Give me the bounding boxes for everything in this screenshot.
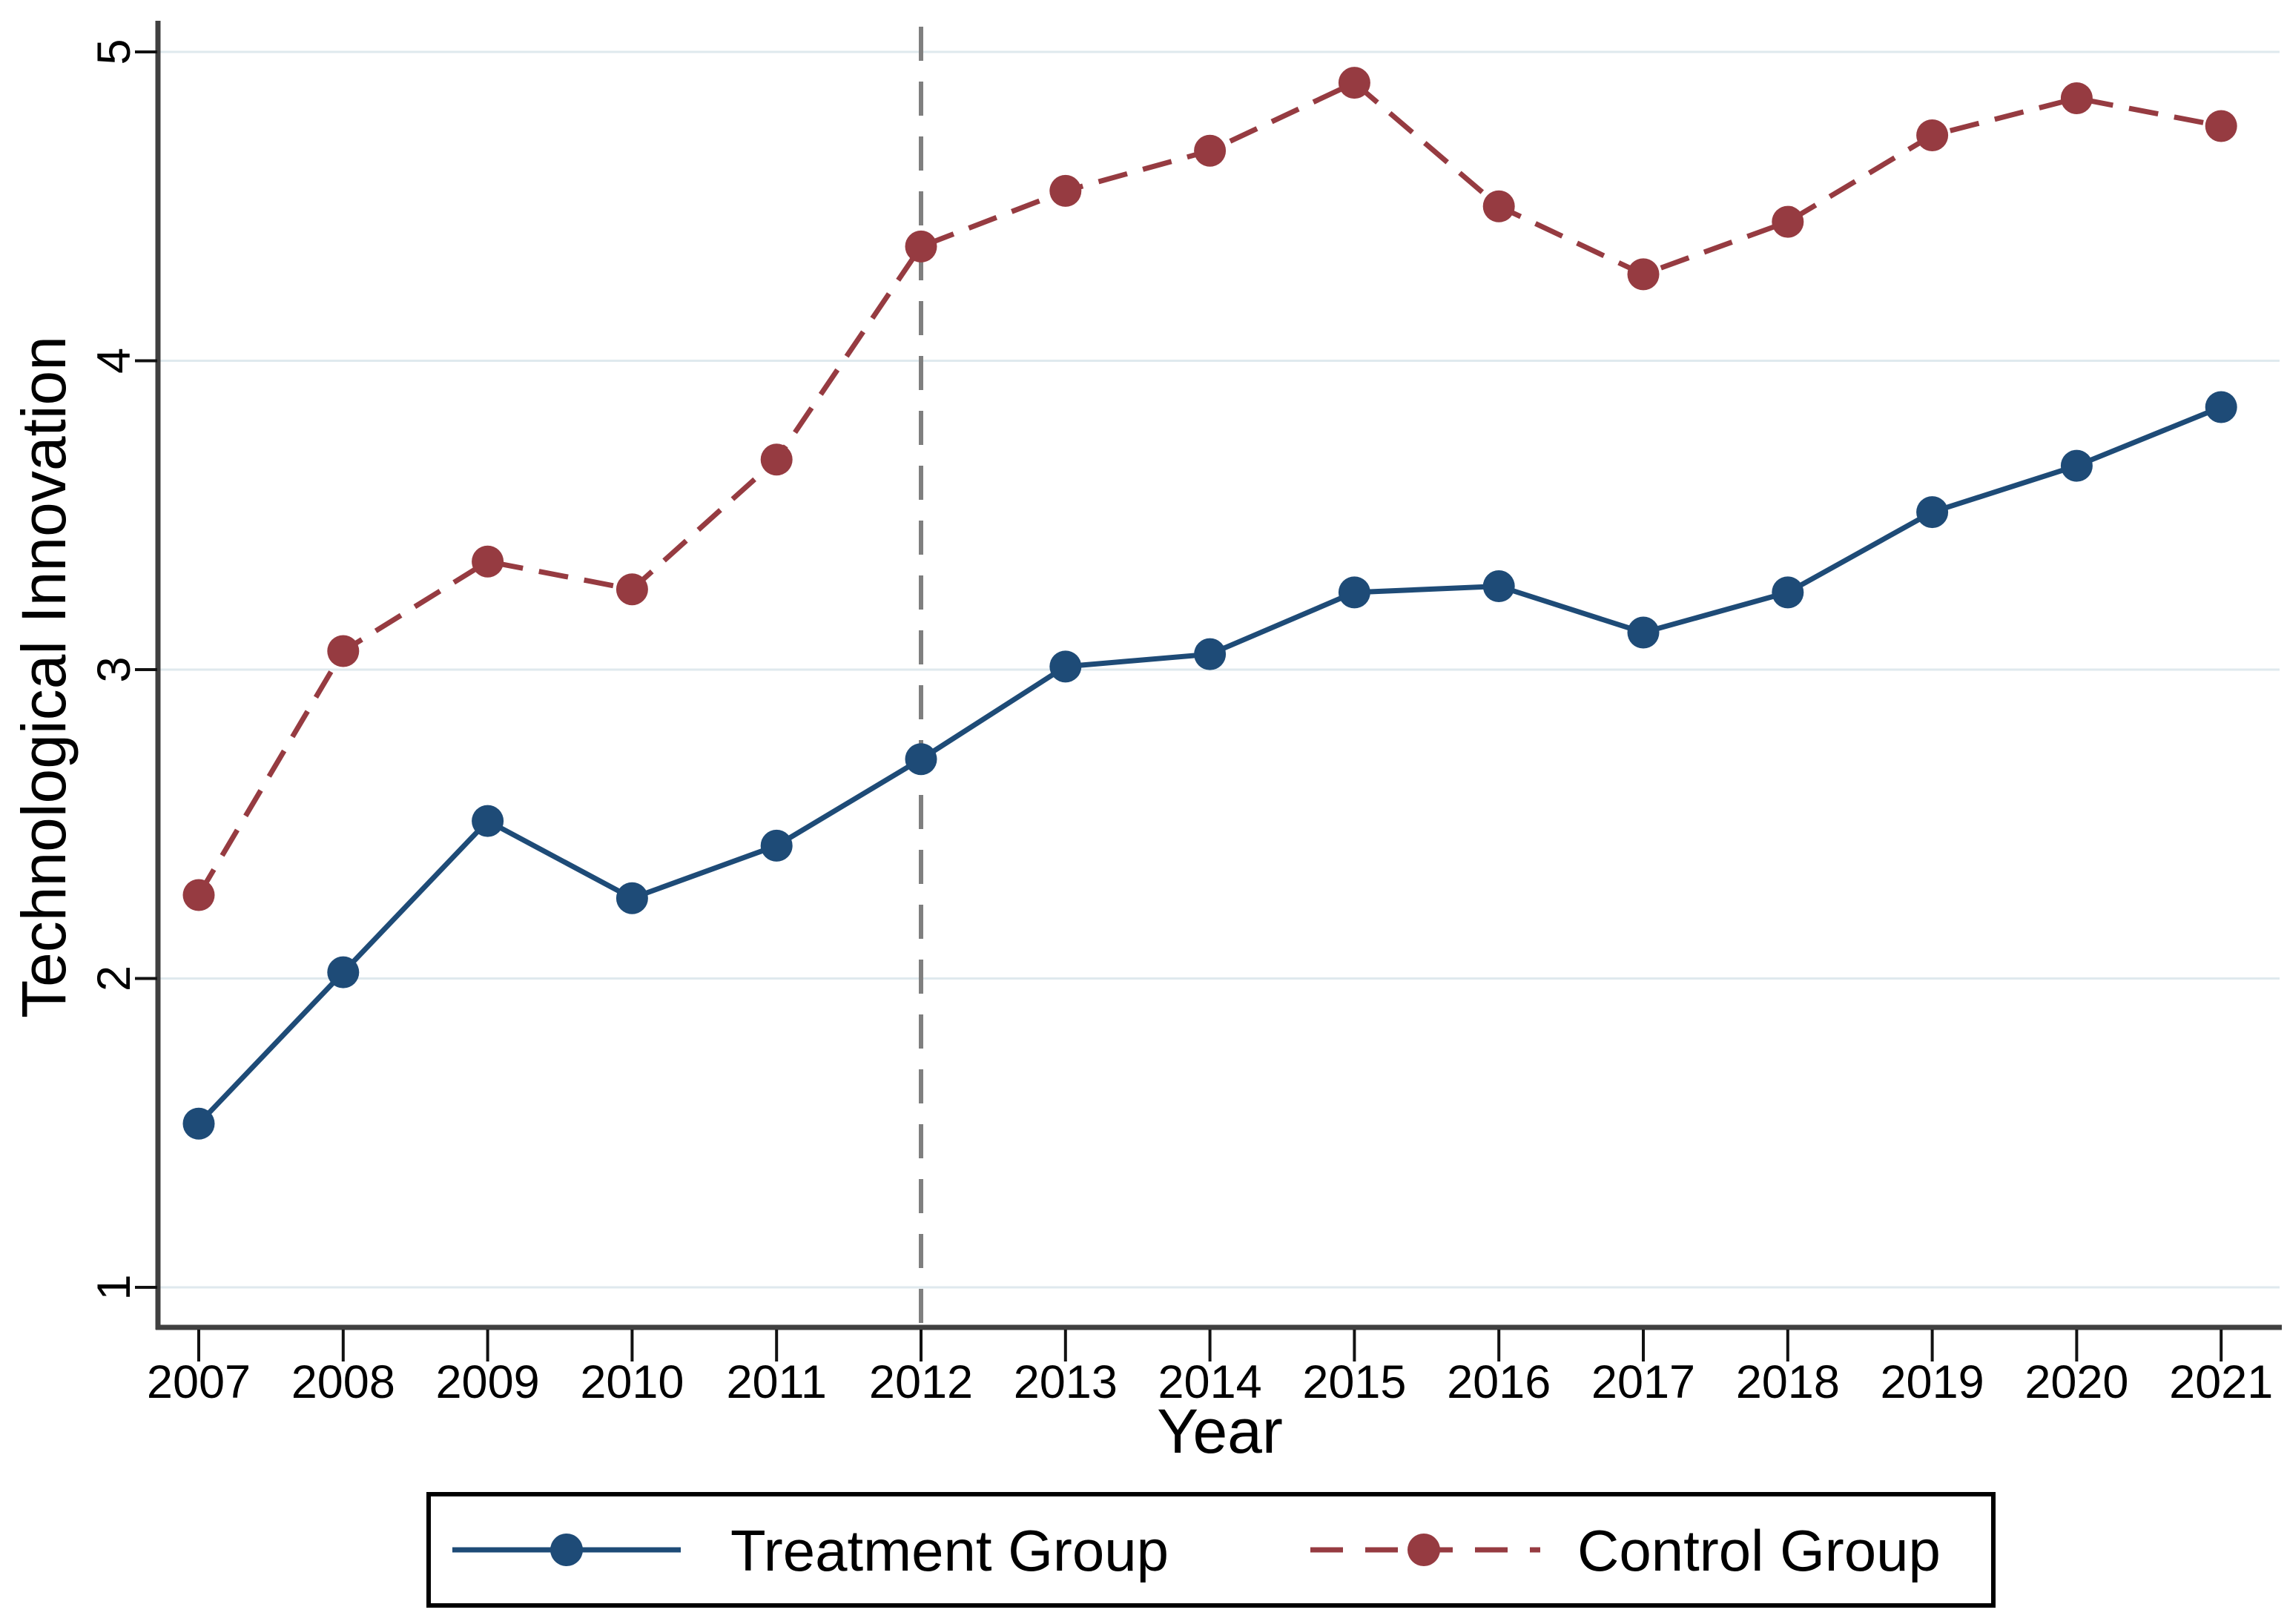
legend-control-label: Control Group [1577, 1518, 1941, 1583]
y-tick-label: 1 [88, 1274, 140, 1300]
control-marker [327, 635, 360, 667]
gridlines [160, 50, 2280, 1289]
control-marker [1482, 190, 1515, 222]
x-tick-label: 2012 [869, 1356, 973, 1408]
treatment-marker [2205, 391, 2237, 423]
control-marker [616, 573, 648, 606]
legend-treatment-marker-icon [550, 1534, 583, 1566]
y-tick-label: 4 [88, 348, 140, 374]
treatment-marker [616, 882, 648, 914]
y-axis-title: Technological Innovation [9, 336, 79, 1018]
y-tick-label: 5 [88, 39, 140, 65]
control-marker [2060, 82, 2093, 114]
x-axis-ticks: 2007 2008 2009 2010 2011 2012 2013 2014 2015 2016… [147, 1330, 2273, 1408]
x-tick-label: 2008 [291, 1356, 395, 1408]
treatment-marker [1916, 496, 1949, 529]
control-marker [1627, 258, 1660, 291]
treatment-marker [1338, 576, 1370, 609]
y-tick-label: 2 [88, 966, 140, 991]
x-tick-label: 2020 [2024, 1356, 2128, 1408]
treatment-marker [327, 956, 360, 988]
treatment-marker [760, 829, 793, 862]
legend-box [426, 1492, 1996, 1608]
series-layer [182, 67, 2237, 1140]
x-tick-label: 2019 [1881, 1356, 1984, 1408]
control-marker [760, 443, 793, 476]
control-marker [1194, 134, 1227, 167]
x-tick-label: 2014 [1158, 1356, 1262, 1408]
x-tick-label: 2016 [1447, 1356, 1551, 1408]
x-tick-label: 2010 [580, 1356, 684, 1408]
legend: Treatment Group Control Group [426, 1492, 1996, 1608]
control-marker [2205, 110, 2237, 142]
legend-treatment-label: Treatment Group [730, 1518, 1169, 1583]
x-tick-label: 2017 [1591, 1356, 1695, 1408]
treatment-marker [182, 1107, 215, 1140]
treatment-marker [472, 805, 504, 837]
treatment-marker [2060, 449, 2093, 482]
control-marker [182, 879, 215, 911]
control-marker [472, 545, 504, 578]
control-marker [1772, 205, 1804, 238]
control-series-line [196, 79, 2222, 897]
legend-control-marker-icon [1407, 1534, 1440, 1566]
treatment-marker [1482, 570, 1515, 603]
x-tick-label: 2018 [1736, 1356, 1840, 1408]
x-tick-label: 2009 [436, 1356, 540, 1408]
x-tick-label: 2013 [1014, 1356, 1118, 1408]
treatment-marker [905, 743, 937, 776]
x-tick-label: 2011 [726, 1356, 826, 1408]
control-marker [1049, 174, 1082, 207]
treatment-marker [1049, 650, 1082, 683]
control-marker [905, 230, 937, 263]
x-tick-label: 2015 [1302, 1356, 1406, 1408]
y-tick-label: 3 [88, 656, 140, 682]
x-axis-title: Year [1157, 1396, 1283, 1466]
x-tick-label: 2007 [147, 1356, 251, 1408]
control-marker [1338, 67, 1370, 99]
treatment-marker [1772, 576, 1804, 609]
treatment-marker [1627, 616, 1660, 649]
x-tick-label: 2021 [2169, 1356, 2273, 1408]
control-marker [1916, 119, 1949, 151]
y-axis-ticks: 1 2 3 4 5 [88, 39, 157, 1301]
treatment-marker [1194, 638, 1227, 670]
